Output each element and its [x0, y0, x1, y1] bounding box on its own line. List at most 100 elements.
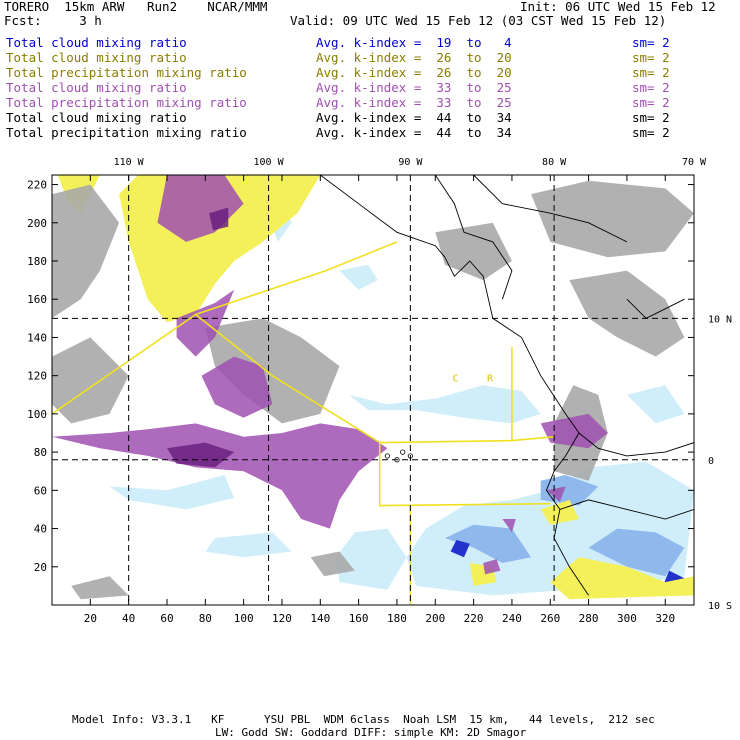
legend-name: Total cloud mixing ratio — [6, 80, 187, 95]
x-tick-label-9: 200 — [425, 612, 445, 625]
y-tick-label-4: 100 — [27, 408, 47, 421]
lat-label-2: 10 S — [708, 601, 732, 612]
field-layer — [52, 175, 694, 605]
x-tick-label-4: 100 — [234, 612, 254, 625]
top-cloud-4 — [531, 180, 694, 258]
coastline-2 — [545, 432, 589, 596]
coastline-5 — [473, 175, 628, 243]
y-tick-label-0: 20 — [34, 561, 47, 574]
low-cloud-light-6 — [626, 385, 685, 424]
low-cloud-mid-1 — [588, 528, 685, 577]
upper-cloud-7 — [502, 519, 516, 533]
x-tick-label-7: 160 — [349, 612, 369, 625]
legend-smoothing: sm= 2 — [632, 80, 670, 95]
y-tick-label-7: 160 — [27, 293, 47, 306]
low-cloud-light-5 — [205, 532, 292, 558]
legend-k-index: Avg. k-index = 33 to 25 — [316, 80, 512, 95]
top-cloud-3 — [435, 222, 512, 281]
top-cloud-7 — [310, 551, 355, 577]
low-cloud-light-2 — [349, 385, 541, 424]
header-valid-time: Valid: 09 UTC Wed 15 Feb 12 (03 CST Wed … — [290, 13, 667, 28]
top-cloud-0 — [52, 184, 120, 319]
x-tick-label-14: 300 — [617, 612, 637, 625]
island-0 — [384, 453, 390, 459]
legend-smoothing: sm= 2 — [632, 65, 670, 80]
upper-cloud-3 — [201, 356, 273, 418]
region-label-r: R — [487, 373, 494, 384]
y-tick-label-9: 200 — [27, 217, 47, 230]
low-cloud-light-4 — [109, 475, 235, 510]
legend-smoothing: sm= 2 — [632, 110, 670, 125]
legend-name: Total cloud mixing ratio — [6, 50, 187, 65]
legend-smoothing: sm= 2 — [632, 50, 670, 65]
lon-label-4: 70 W — [682, 157, 707, 168]
x-tick-label-1: 40 — [122, 612, 135, 625]
upper-cloud-4 — [540, 413, 608, 449]
legend-k-index: Avg. k-index = 26 to 20 — [316, 50, 512, 65]
legend-name: Total precipitation mixing ratio — [6, 95, 247, 110]
coastline-0 — [320, 175, 580, 434]
low-cloud-light-1 — [335, 528, 407, 590]
plot-frame — [51, 174, 695, 606]
y-tick-label-2: 60 — [34, 484, 47, 497]
upper-cloud-dark-0 — [167, 442, 235, 468]
low-cloud-mid-0 — [444, 524, 532, 563]
legend-smoothing: sm= 2 — [632, 125, 670, 140]
y-tick-label-8: 180 — [27, 255, 47, 268]
y-tick-label-6: 140 — [27, 331, 47, 344]
lon-label-3: 80 W — [542, 157, 567, 168]
island-2 — [400, 449, 406, 455]
x-tick-label-6: 140 — [310, 612, 330, 625]
x-tick-label-0: 20 — [84, 612, 97, 625]
legend-k-index: Avg. k-index = 44 to 34 — [316, 125, 512, 140]
legend-k-index: Avg. k-index = 33 to 25 — [316, 95, 512, 110]
low-cloud-dark-0 — [450, 540, 470, 558]
x-tick-label-13: 280 — [579, 612, 599, 625]
x-tick-label-5: 120 — [272, 612, 292, 625]
y-tick-label-5: 120 — [27, 370, 47, 383]
boundary-line-2 — [378, 442, 551, 507]
region-label-c: C — [453, 373, 459, 384]
legend-smoothing: sm= 2 — [632, 35, 670, 50]
upper-cloud-1 — [157, 175, 244, 242]
x-tick-label-2: 60 — [160, 612, 173, 625]
top-cloud-5 — [569, 270, 685, 357]
mixing-ratio-map: 20 40 60 80 100 120 140 160 180 200 220 240 260 280 30… — [27, 157, 732, 625]
legend-name: Total precipitation mixing ratio — [6, 65, 247, 80]
legend-k-index: Avg. k-index = 44 to 34 — [316, 110, 512, 125]
boundary-line-0 — [52, 241, 398, 415]
low-cloud-mid-2 — [540, 475, 599, 506]
coastline-6 — [626, 298, 685, 319]
legend-name: Total cloud mixing ratio — [6, 35, 187, 50]
upper-cloud-5 — [546, 486, 566, 502]
header-forecast-hour: Fcst: 3 h — [4, 13, 102, 28]
y-tick-label-1: 40 — [34, 523, 47, 536]
x-tick-label-10: 220 — [464, 612, 484, 625]
x-tick-label-11: 240 — [502, 612, 522, 625]
upper-cloud-0 — [52, 423, 388, 529]
legend-name: Total precipitation mixing ratio — [6, 125, 247, 140]
x-tick-label-12: 260 — [540, 612, 560, 625]
lon-label-2: 90 W — [398, 157, 423, 168]
coastline-3 — [434, 175, 513, 300]
x-tick-label-15: 320 — [655, 612, 675, 625]
footer-physics-info: LW: Godd SW: Goddard DIFF: simple KM: 2D… — [215, 726, 527, 739]
footer-model-info: Model Info: V3.3.1 KF YSU PBL WDM 6class… — [72, 713, 655, 726]
header-title: TORERO 15km ARW Run2 NCAR/MMM — [4, 0, 268, 14]
legend-k-index: Avg. k-index = 19 to 4 — [316, 35, 512, 50]
y-tick-label-10: 220 — [27, 179, 47, 192]
lon-label-0: 110 W — [114, 157, 145, 168]
lon-label-1: 100 W — [254, 157, 285, 168]
upper-cloud-6 — [483, 559, 501, 575]
lat-label-0: 10 N — [708, 314, 732, 325]
low-cloud-light-3 — [339, 264, 378, 290]
header-init-time: Init: 06 UTC Wed 15 Feb 12 — [520, 0, 716, 14]
lat-label-1: 0 — [708, 456, 714, 467]
mid-cloud-3 — [550, 557, 694, 600]
upper-cloud-dark-1 — [209, 207, 229, 231]
y-tick-label-3: 80 — [34, 446, 47, 459]
coastline-4 — [559, 499, 694, 520]
top-cloud-8 — [71, 576, 129, 600]
legend-k-index: Avg. k-index = 26 to 20 — [316, 65, 512, 80]
top-cloud-1 — [52, 337, 129, 424]
